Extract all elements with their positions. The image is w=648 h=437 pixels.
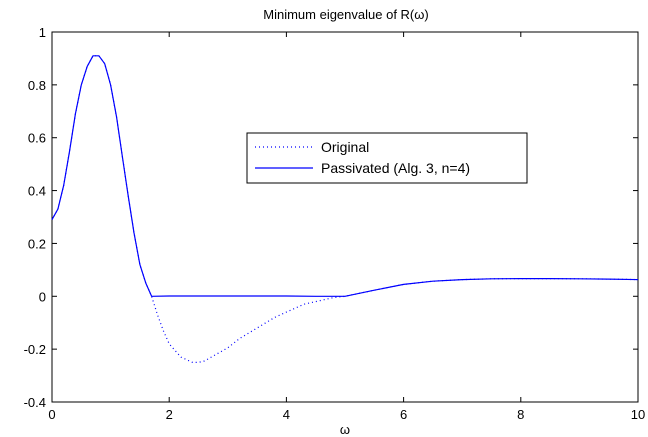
x-tick-label: 2 xyxy=(166,407,173,422)
y-tick-label: 0.8 xyxy=(28,78,46,93)
legend-box xyxy=(246,132,528,184)
y-tick-label: -0.2 xyxy=(24,342,46,357)
y-tick-label: -0.4 xyxy=(24,395,46,410)
series-line-passivated xyxy=(51,55,639,297)
y-tick-label: 0.6 xyxy=(28,131,46,146)
x-axis-label: ω xyxy=(340,422,350,437)
plot-area xyxy=(51,31,639,403)
y-tick-label: 0.4 xyxy=(28,184,46,199)
y-tick-label: 1 xyxy=(39,25,46,40)
y-tick-label: 0 xyxy=(39,289,46,304)
legend: Original Passivated (Alg. 3, n=4) xyxy=(246,132,528,184)
x-tick-label: 0 xyxy=(48,407,55,422)
axis-ticks: 0 2 4 6 8 10 -0.4 -0.2 0 0.2 0.4 0.6 0.8 1 xyxy=(24,25,646,422)
series-layer xyxy=(51,55,639,363)
x-tick-label: 10 xyxy=(631,407,645,422)
y-tick-label: 0.2 xyxy=(28,236,46,251)
chart-title: Minimum eigenvalue of R(ω) xyxy=(263,7,428,22)
x-tick-label: 6 xyxy=(400,407,407,422)
x-tick-label: 4 xyxy=(283,407,290,422)
legend-label-original: Original xyxy=(321,139,369,155)
series-line-original xyxy=(51,55,639,363)
legend-label-passivated: Passivated (Alg. 3, n=4) xyxy=(321,160,470,176)
x-tick-label: 8 xyxy=(517,407,524,422)
